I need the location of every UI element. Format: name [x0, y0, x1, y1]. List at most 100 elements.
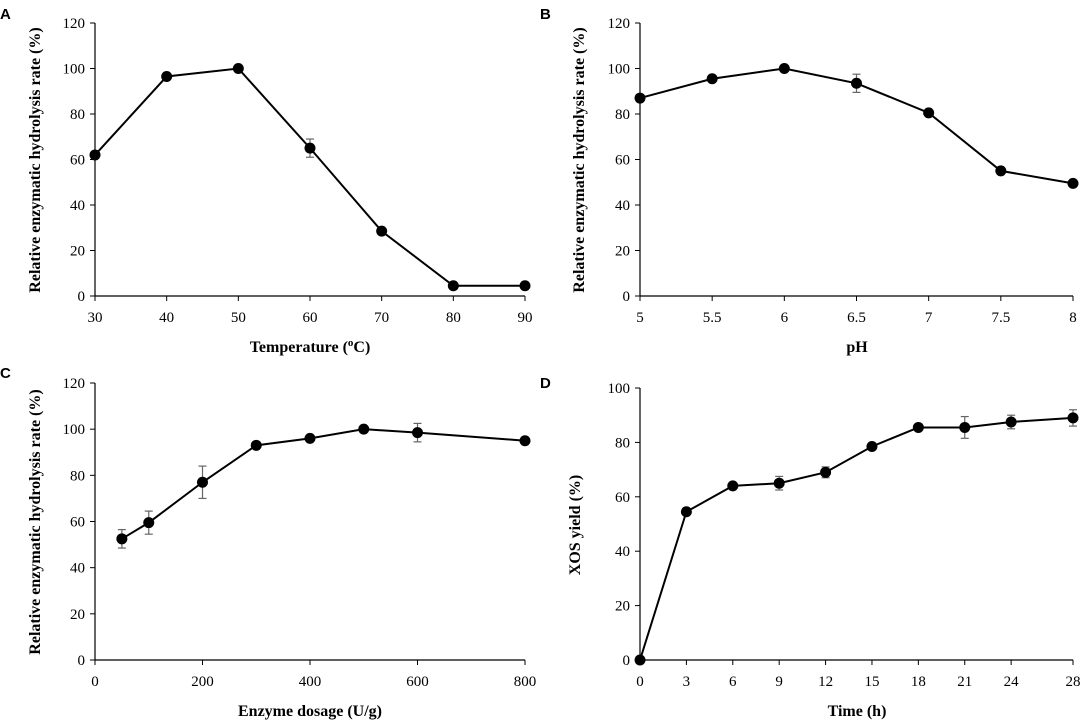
panel-b-x-tick-label: 6.5: [847, 310, 866, 326]
panel-c-data-point: [250, 439, 262, 451]
panel-a-y-tick-label: 40: [70, 198, 85, 214]
panel-d-x-tick-label: 12: [818, 674, 833, 690]
panel-b-y-tick-label: 20: [615, 244, 630, 260]
panel-a-x-tick-label: 30: [88, 310, 103, 326]
panel-d-x-tick-label: 3: [683, 674, 691, 690]
panel-d-data-point: [680, 506, 692, 518]
panel-d-x-tick-label: 9: [775, 674, 783, 690]
panel-a-x-tick-label: 60: [303, 310, 318, 326]
panel-c-y-tick-label: 20: [70, 607, 85, 623]
panel-c-x-tick-label: 0: [91, 674, 99, 690]
panel-d-chart: D Time (h) XOS yield (%) 0 20 40 60 80 100 0 3 6…: [540, 375, 1081, 720]
panel-c-data-point: [519, 435, 531, 447]
panel-a-data-point: [447, 280, 459, 292]
panel-b-data-point: [851, 77, 862, 89]
panel-b-data-point: [995, 165, 1007, 177]
panel-b-x-tick-label: 8: [1069, 310, 1077, 326]
panel-c-x-tick-label: 400: [299, 674, 322, 690]
panel-d-x-tick-label: 21: [957, 674, 972, 690]
panel-d-x-tick-label: 15: [864, 674, 879, 690]
panel-d-data-point: [1005, 416, 1017, 428]
panel-a-y-tick-label: 0: [78, 289, 86, 305]
panel-d-x-tick-label: 24: [1004, 674, 1020, 690]
panel-d-x-tick-label: 28: [1066, 674, 1081, 690]
panel-d-x-tick-label: 0: [636, 674, 644, 690]
panel-a-data-point: [519, 280, 531, 292]
panel-c-x-axis-title: Enzyme dosage (U/g): [238, 703, 382, 720]
panel-a-y-axis-title: Relative enzymatic hydrolysis rate (%): [27, 27, 44, 292]
panel-d-data-point: [820, 466, 832, 478]
panel-d-y-tick-label: 100: [608, 381, 631, 397]
panel-b-x-tick-label: 7.5: [991, 310, 1010, 326]
panel-b-data-point: [1067, 177, 1079, 189]
panel-d-x-axis-title: Time (h): [828, 703, 887, 720]
panel-a-y-tick-label: 60: [70, 153, 85, 169]
panel-d-y-tick-label: 0: [623, 653, 631, 669]
panel-a-x-tick-label: 80: [446, 310, 461, 326]
panel-a-x-tick-label: 40: [159, 310, 174, 326]
panel-a-x-tick-label: 50: [231, 310, 246, 326]
panel-b-data-point: [778, 63, 790, 74]
panel-b-y-tick-label: 100: [608, 62, 631, 78]
panel-c-y-tick-label: 0: [78, 653, 86, 669]
panel-a-x-tick-label: 70: [374, 310, 389, 326]
panel-b-x-tick-label: 6: [781, 310, 789, 326]
panel-b-y-tick-label: 120: [608, 16, 631, 32]
panel-c-chart: C Enzyme dosage (U/g) Relative enzymatic…: [0, 365, 536, 720]
panel-c-y-axis-title: Relative enzymatic hydrolysis rate (%): [27, 389, 44, 654]
panel-d-x-tick-label: 6: [729, 674, 737, 690]
panel-b-label: B: [540, 6, 551, 23]
panel-b-x-axis-title: pH: [846, 339, 868, 356]
panel-a-series-line: [94, 67, 525, 287]
panel-c-label: C: [0, 365, 11, 382]
panel-b-y-tick-label: 0: [623, 289, 631, 305]
panel-a-data-point: [376, 225, 388, 237]
panel-c-x-tick-label: 800: [514, 674, 537, 690]
panel-c-y-tick-label: 80: [70, 468, 85, 484]
panel-a-x-tick-label: 90: [518, 310, 533, 326]
panel-d-y-tick-label: 20: [615, 599, 630, 615]
panel-d-y-tick-label: 40: [615, 544, 630, 560]
panel-d-label: D: [540, 375, 551, 392]
panel-a-x-axis-title: Temperature (oC): [250, 337, 371, 356]
panel-d-data-point: [1067, 412, 1079, 424]
panel-a-y-tick-label: 120: [63, 16, 86, 32]
panel-c-y-tick-label: 120: [63, 376, 86, 392]
panel-b-data-point: [706, 73, 718, 85]
panel-d-y-axis-title: XOS yield (%): [567, 475, 584, 575]
panel-c-x-tick-label: 600: [406, 674, 429, 690]
panel-a-data-point: [161, 70, 173, 82]
panel-a-y-tick-label: 20: [70, 244, 85, 260]
panel-b-data-point: [634, 92, 646, 104]
panel-c-data-point: [143, 517, 155, 529]
panel-c-y-tick-label: 60: [70, 515, 85, 531]
panel-c-data-point: [412, 427, 423, 439]
panel-c-data-point: [304, 432, 316, 444]
panel-b-data-point: [923, 107, 935, 119]
panel-d-data-point: [727, 480, 739, 492]
panel-d-data-point: [866, 440, 878, 452]
panel-d-x-tick-label: 18: [911, 674, 926, 690]
panel-b-x-tick-label: 5.5: [703, 310, 722, 326]
panel-a-label: A: [0, 6, 11, 23]
panel-a-chart: A Temperature (oC) Relative enzymatic hy…: [0, 6, 533, 356]
panel-a-data-point: [304, 142, 316, 154]
panel-c-data-point: [116, 533, 128, 545]
panel-a-y-tick-label: 80: [70, 107, 85, 123]
panel-d-data-point: [634, 654, 646, 666]
panel-c-data-point: [197, 476, 208, 488]
panel-b-y-tick-label: 40: [615, 198, 630, 214]
panel-b-y-axis-title: Relative enzymatic hydrolysis rate (%): [571, 27, 588, 292]
panel-b-x-tick-label: 7: [925, 310, 933, 326]
panel-b-y-tick-label: 60: [615, 153, 630, 169]
panel-b-chart: B pH Relative enzymatic hydrolysis rate …: [540, 6, 1079, 356]
panel-b-y-tick-label: 80: [615, 107, 630, 123]
panel-d-series-line: [639, 416, 1074, 661]
panel-c-data-point: [358, 423, 370, 435]
panel-a-data-point: [89, 149, 101, 161]
panel-d-data-point: [912, 421, 924, 433]
panel-c-y-tick-label: 100: [63, 422, 86, 438]
panel-c-x-tick-label: 200: [191, 674, 214, 690]
panel-d-y-tick-label: 60: [615, 490, 630, 506]
